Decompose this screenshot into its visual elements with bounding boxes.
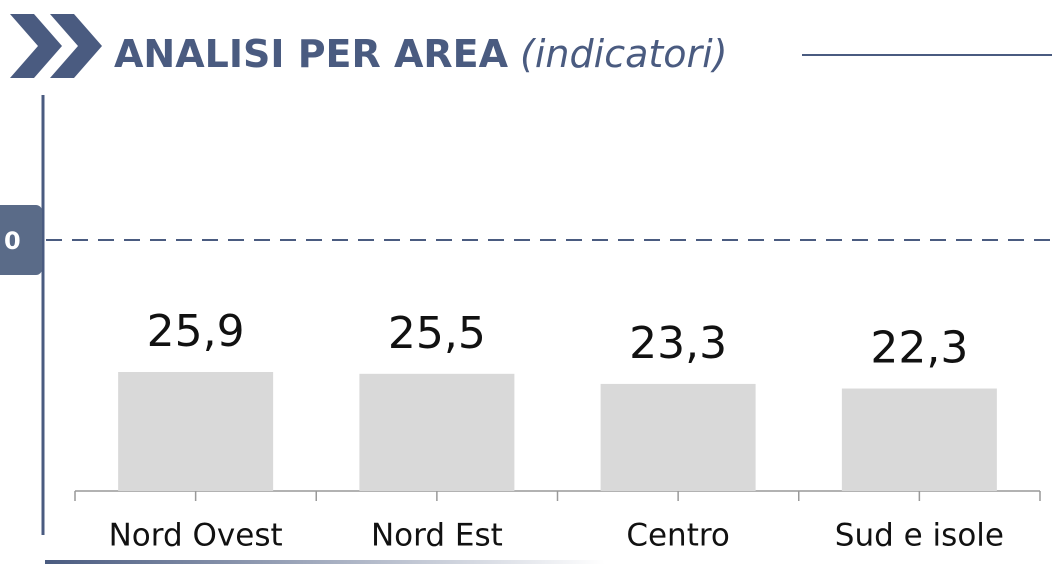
- x-tick-label: Sud e isole: [835, 518, 1004, 554]
- value-label: 23,3: [629, 318, 727, 369]
- value-label: 25,9: [147, 306, 245, 357]
- bar: [841, 388, 997, 491]
- bottom-rule: [45, 560, 605, 564]
- value-label: 22,3: [870, 323, 968, 374]
- value-label: 25,5: [388, 308, 486, 359]
- reference-tab: [0, 205, 42, 275]
- x-tick-label: Nord Est: [371, 518, 503, 554]
- chevron: [50, 14, 102, 78]
- reference-label: 0: [4, 227, 21, 255]
- chevron: [10, 14, 62, 78]
- chart-title: ANALISI PER AREA (indicatori): [114, 32, 728, 76]
- x-tick-label: Centro: [626, 518, 730, 554]
- bar: [118, 371, 274, 491]
- x-tick-label: Nord Ovest: [109, 518, 283, 554]
- bar: [600, 383, 756, 491]
- bar: [359, 373, 515, 491]
